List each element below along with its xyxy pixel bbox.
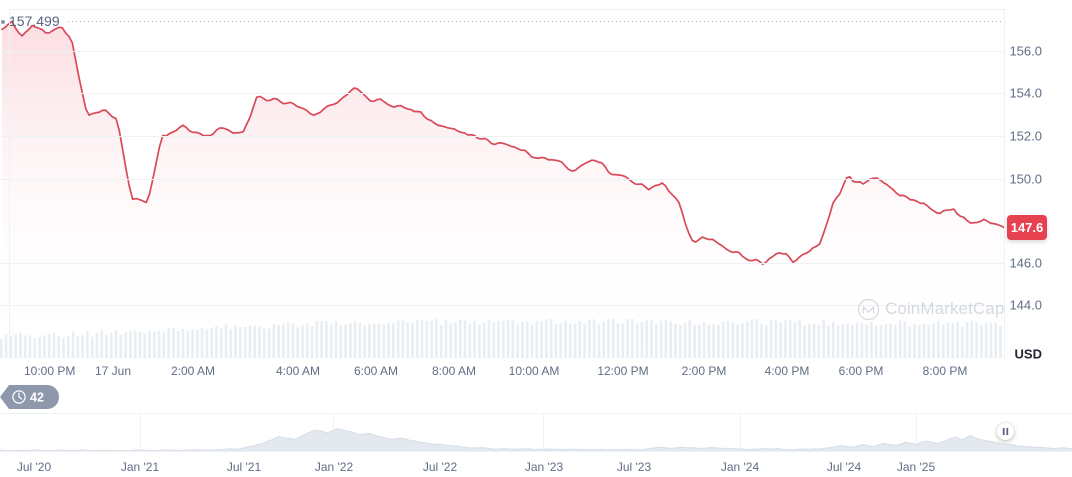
svg-text:42: 42 bbox=[30, 390, 44, 404]
